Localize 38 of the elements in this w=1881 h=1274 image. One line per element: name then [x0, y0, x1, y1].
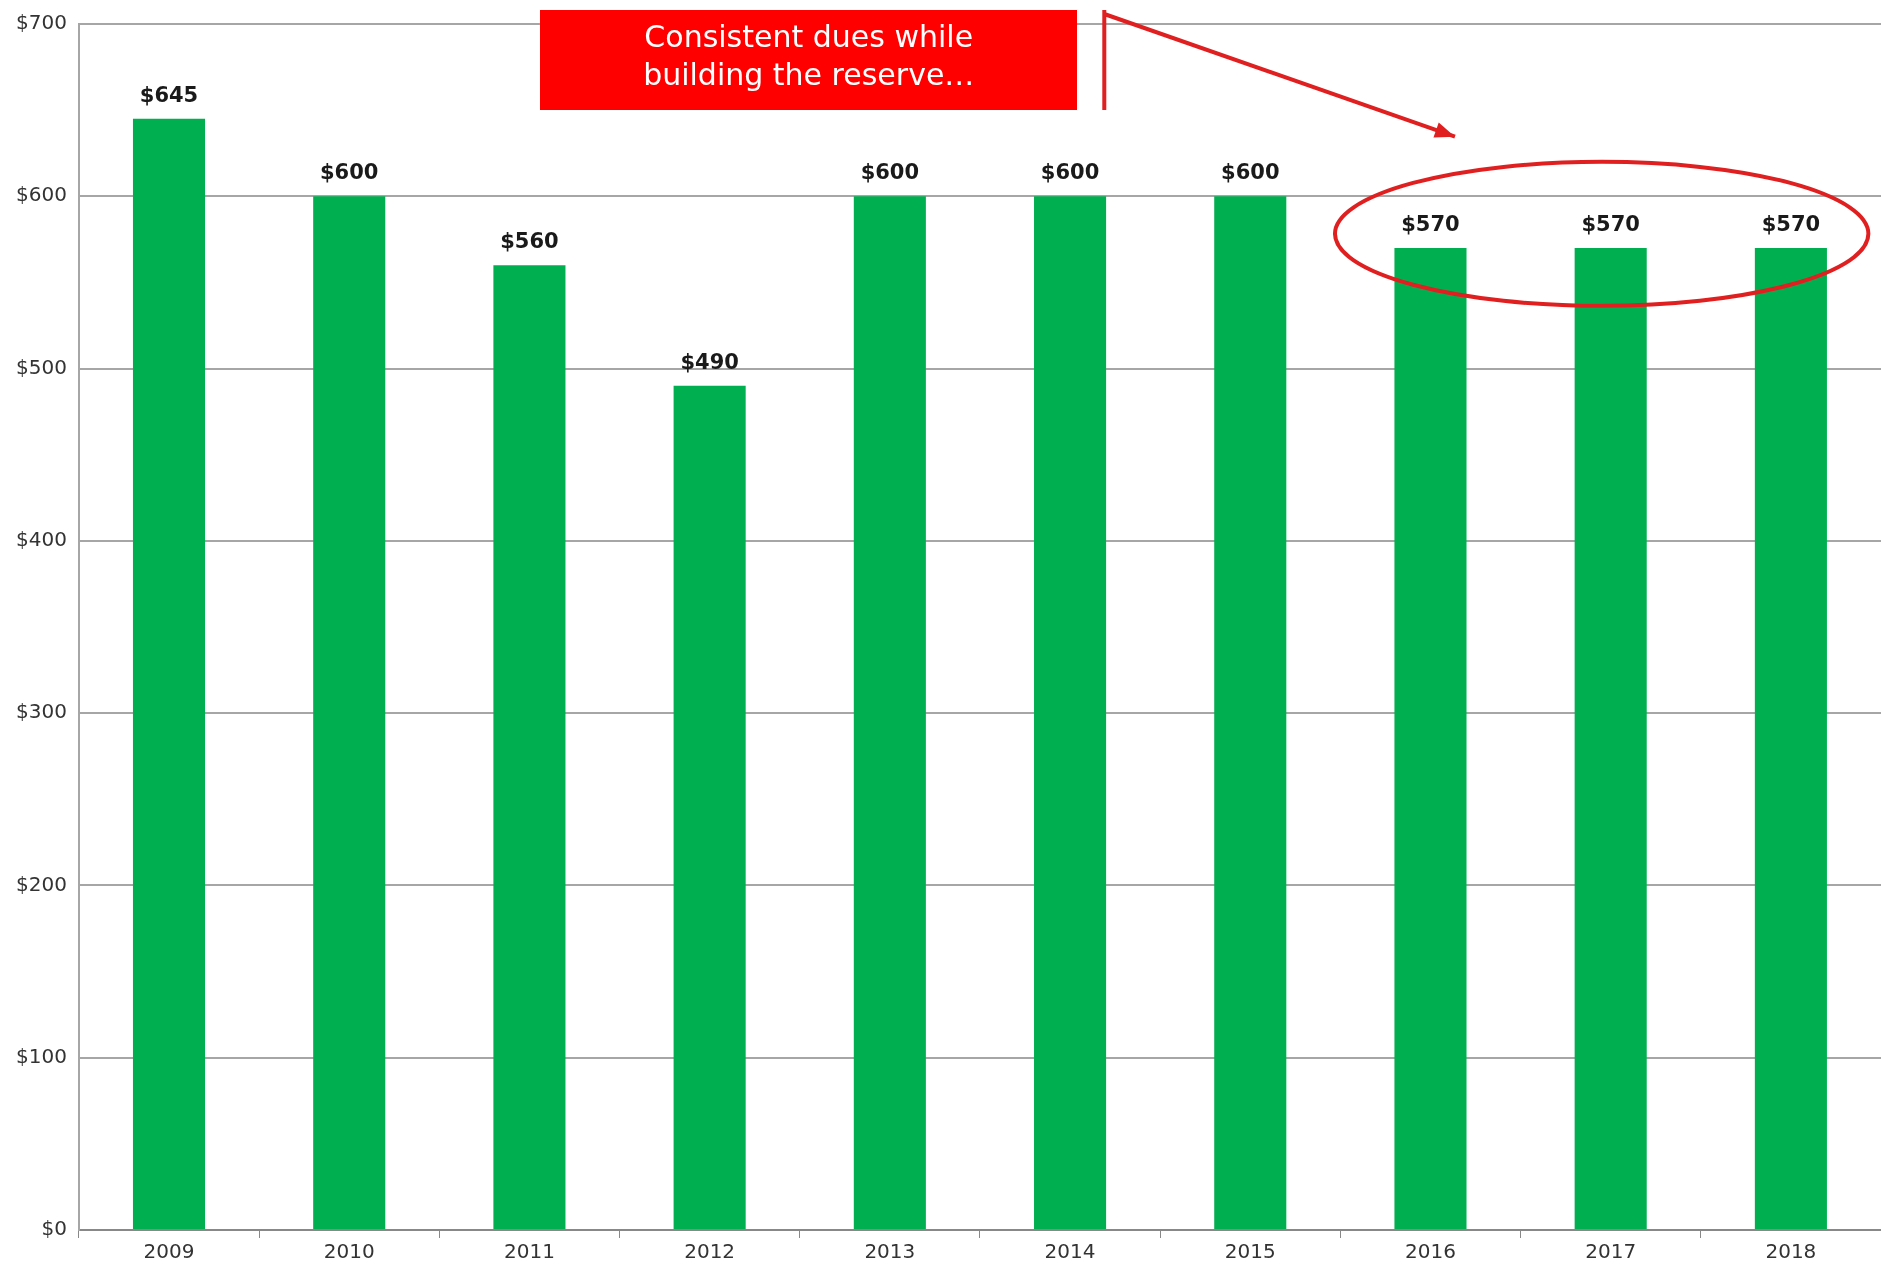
x-tick-label: 2010	[323, 1239, 375, 1264]
bar	[132, 118, 206, 1229]
data-label: $645	[139, 82, 199, 107]
y-tick-label: $400	[15, 527, 67, 552]
data-label: $560	[500, 229, 559, 254]
bar	[853, 196, 926, 1229]
x-tick-label: 2017	[1585, 1239, 1637, 1264]
bar	[313, 196, 386, 1229]
x-tick-label: 2018	[1765, 1239, 1817, 1264]
x-tick-label: 2011	[503, 1239, 555, 1264]
data-label: $490	[680, 349, 739, 374]
x-tick-label: 2012	[684, 1239, 736, 1264]
y-tick-label: $200	[15, 871, 67, 896]
bar	[673, 385, 746, 1229]
bar	[1214, 196, 1287, 1229]
bar	[1034, 196, 1107, 1229]
bar	[1394, 247, 1467, 1229]
y-tick-label: $600	[15, 182, 67, 207]
data-label: $600	[860, 160, 920, 185]
y-tick-label: $100	[15, 1043, 67, 1068]
data-label: $570	[1761, 211, 1821, 236]
x-tick-label: 2013	[864, 1239, 916, 1264]
bar	[1754, 247, 1827, 1229]
y-tick-label: $0	[41, 1216, 67, 1241]
bar	[1574, 247, 1647, 1229]
x-tick-label: 2015	[1224, 1239, 1276, 1264]
x-tick-label: 2014	[1044, 1239, 1096, 1264]
bar	[493, 265, 566, 1229]
y-tick-label: $500	[15, 354, 67, 379]
data-label: $600	[319, 160, 379, 185]
data-label: $600	[1221, 160, 1280, 185]
y-tick-label: $700	[15, 10, 67, 35]
data-label: $600	[1040, 160, 1100, 185]
data-label: $570	[1401, 211, 1460, 236]
x-tick-label: 2016	[1405, 1239, 1456, 1264]
x-tick-label: 2009	[143, 1239, 195, 1264]
data-label: $570	[1581, 211, 1640, 236]
y-tick-label: $300	[15, 699, 67, 724]
